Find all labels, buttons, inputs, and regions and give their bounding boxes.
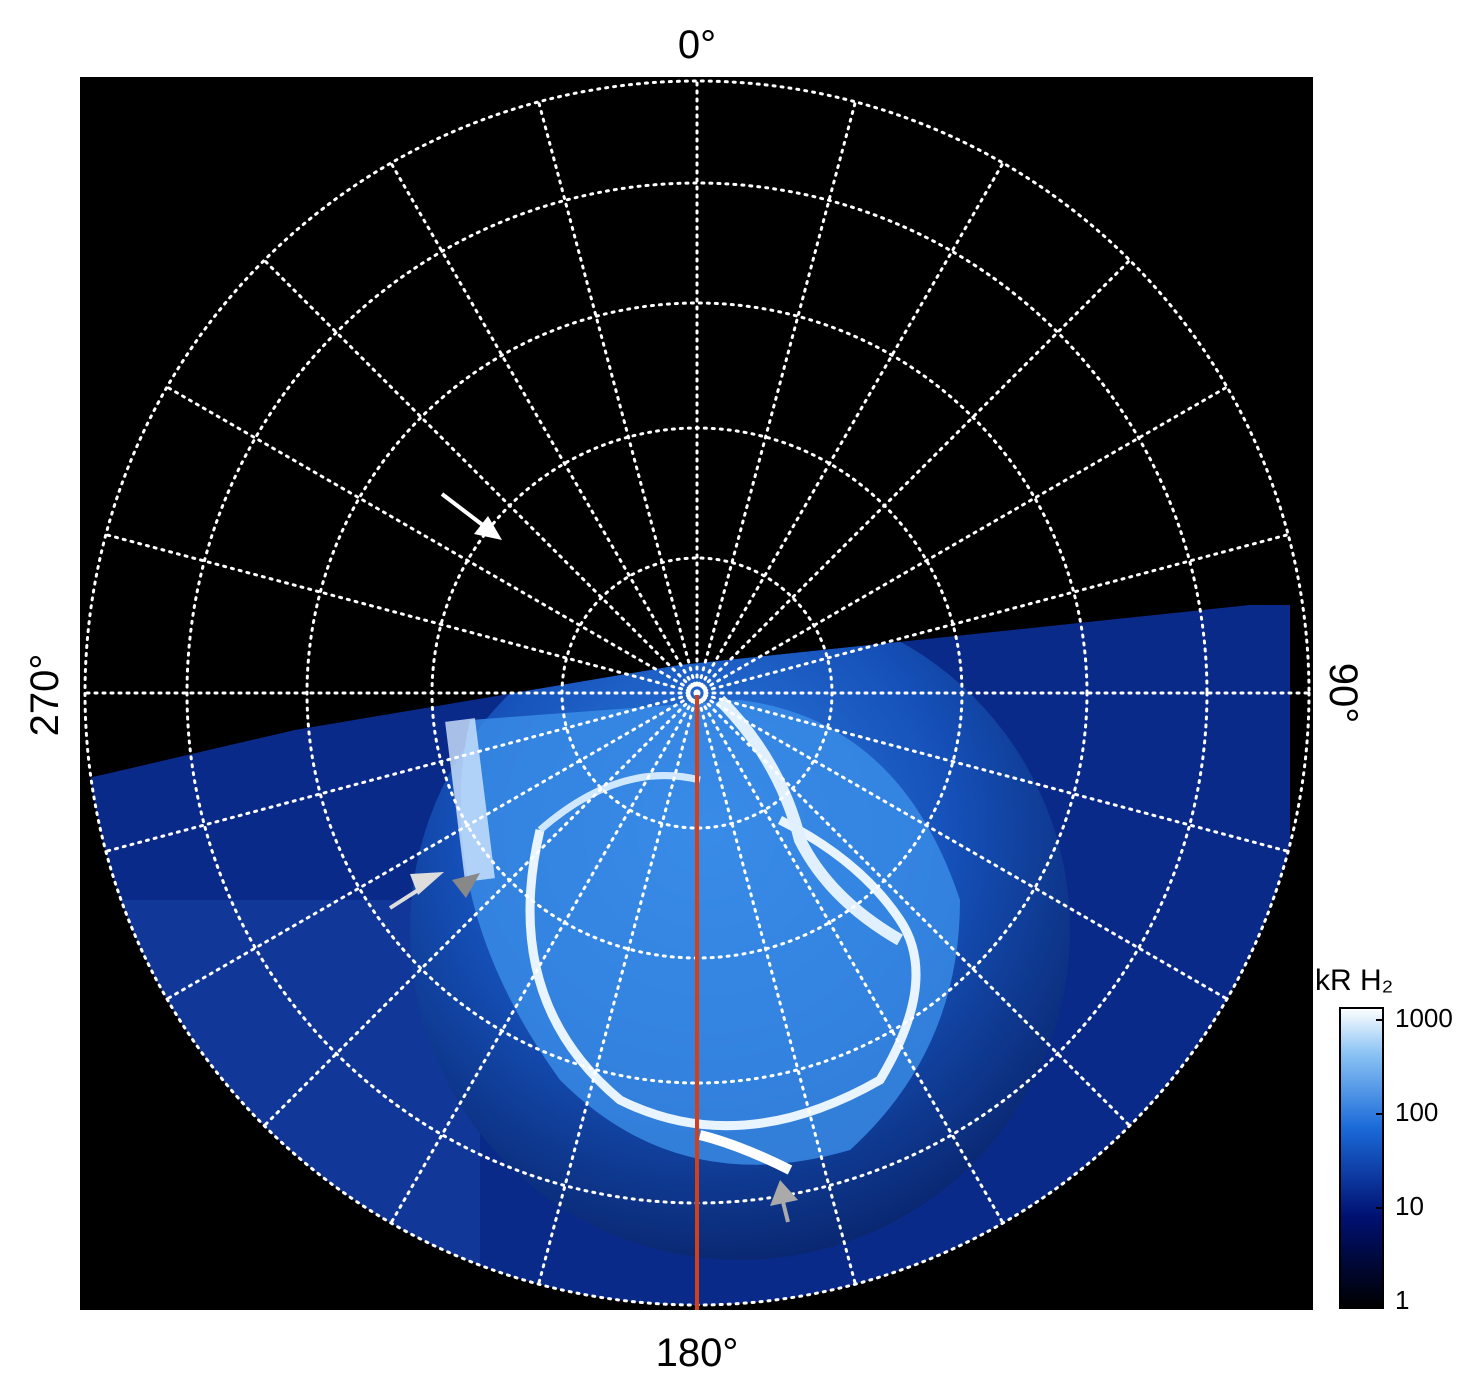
angle-label: 0°: [678, 23, 716, 67]
grid-spoke: [695, 691, 1290, 853]
grid-spoke: [695, 691, 857, 1286]
grid-spoke: [695, 161, 1005, 695]
colorbar-tick-label: 10: [1395, 1191, 1424, 1221]
grid-spoke: [695, 691, 1005, 1225]
grid-spoke: [165, 691, 699, 1001]
grid-spoke: [262, 258, 699, 695]
grid-spoke: [695, 258, 1132, 695]
grid-spoke: [695, 691, 1229, 1001]
grid-circle: [305, 301, 1089, 1085]
grid-spoke: [389, 161, 699, 695]
colorbar: [1339, 1007, 1384, 1309]
angle-label: 180°: [656, 1331, 739, 1375]
colorbar-tick-label: 1000: [1395, 1003, 1453, 1033]
grid-spoke: [104, 691, 699, 853]
grid-spoke: [537, 691, 699, 1286]
colorbar-tick-label: 1: [1395, 1285, 1409, 1315]
colorbar-tick-label: 100: [1395, 1097, 1438, 1127]
grid-spoke: [104, 533, 699, 695]
arrows: [388, 492, 798, 1223]
grid-spoke: [695, 385, 1229, 695]
grid-spoke: [695, 100, 857, 695]
grid-spoke: [537, 100, 699, 695]
angle-label: 90°: [1321, 663, 1365, 724]
angle-label: 270°: [23, 654, 67, 737]
grid-spoke: [262, 691, 699, 1128]
colorbar-title: kR H₂: [1315, 964, 1393, 997]
grid-spoke: [695, 533, 1290, 695]
grid-spoke: [165, 385, 699, 695]
grid-spoke: [389, 691, 699, 1225]
colorbar-ticks: 1 10 100 1000: [1376, 1003, 1453, 1315]
grid-spoke: [695, 691, 1132, 1128]
